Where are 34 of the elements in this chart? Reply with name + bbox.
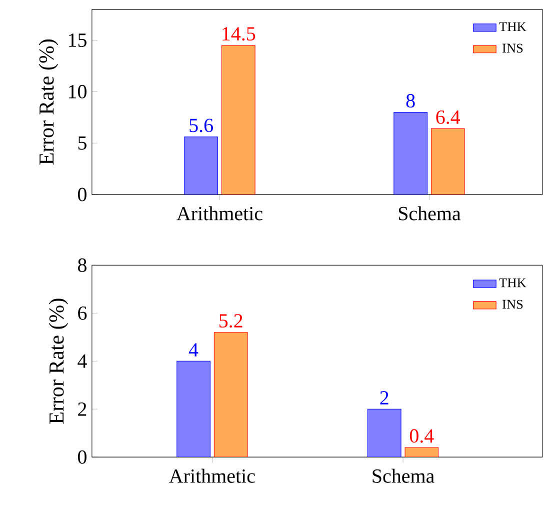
y-tick-label: 6: [78, 306, 87, 320]
bar: [430, 128, 465, 194]
y-tick-label: 15: [69, 33, 86, 47]
y-tick-label: 0: [78, 450, 86, 464]
y-tick-label: 8: [78, 258, 86, 272]
data-label: 4: [188, 343, 198, 356]
bar: [394, 112, 428, 194]
data-label: 8: [406, 94, 415, 108]
legend-label: INS: [502, 300, 523, 309]
data-label: 6.4: [436, 110, 460, 124]
data-label: 14.5: [222, 26, 256, 40]
y-axis-title: Error Rate (%): [48, 298, 68, 424]
x-tick-label: Arithmetic: [169, 468, 255, 483]
data-label: 0.4: [410, 429, 434, 443]
y-tick-label: 0: [78, 188, 86, 202]
y-tick-label: 10: [69, 84, 86, 98]
bar: [367, 408, 402, 457]
bar: [214, 332, 248, 457]
data-label: 5.2: [220, 314, 242, 328]
y-tick-label: 4: [78, 354, 87, 368]
x-tick-label: Schema: [398, 206, 461, 220]
data-label: 2: [380, 390, 388, 404]
bar: [221, 44, 256, 194]
x-tick-label: Schema: [372, 468, 434, 483]
y-axis-title: Error Rate (%): [38, 39, 58, 164]
legend-label: THK: [499, 278, 526, 287]
bar: [184, 136, 218, 194]
legend-label: THK: [499, 22, 526, 31]
x-tick-label: Arithmetic: [176, 206, 262, 220]
data-label: 5.6: [190, 118, 213, 132]
y-tick-label: 2: [78, 402, 86, 416]
legend-label: INS: [502, 44, 523, 52]
bar: [176, 360, 210, 457]
y-tick-label: 5: [78, 136, 86, 150]
